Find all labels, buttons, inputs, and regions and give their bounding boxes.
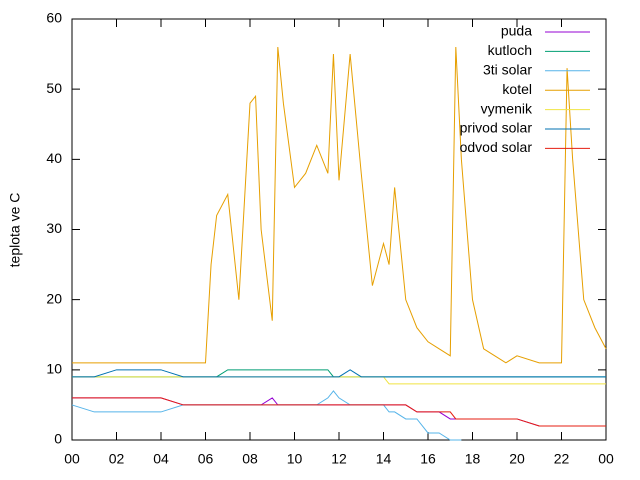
series-line [72,369,606,378]
x-tick-label: 14 [376,451,392,467]
y-tick-label: 50 [46,80,62,96]
x-tick-label: 02 [109,451,125,467]
series-line [72,376,606,385]
legend-label: privod solar [460,120,533,136]
legend-label: odvod solar [460,139,533,155]
series-line [72,369,606,378]
legend-label: kotel [502,81,532,97]
series-line [72,397,606,427]
y-tick-label: 10 [46,361,62,377]
x-tick-label: 08 [242,451,258,467]
x-tick-label: 20 [509,451,525,467]
y-tick-label: 0 [54,431,62,447]
y-tick-label: 60 [46,10,62,26]
x-tick-label: 00 [598,451,614,467]
y-tick-label: 30 [46,220,62,236]
x-tick-label: 06 [198,451,214,467]
legend-label: 3ti solar [483,62,532,78]
legend-label: vymenik [481,100,533,116]
y-axis-label: teplota ve C [7,193,23,268]
x-tick-label: 00 [64,451,80,467]
x-tick-label: 04 [153,451,169,467]
legend-label: kutloch [488,42,532,58]
series-line [72,47,607,364]
x-tick-label: 18 [465,451,481,467]
legend-label: puda [501,23,532,39]
x-tick-label: 16 [420,451,436,467]
x-tick-label: 10 [287,451,303,467]
y-tick-label: 40 [46,150,62,166]
x-tick-label: 22 [554,451,570,467]
y-tick-label: 20 [46,290,62,306]
x-tick-label: 12 [331,451,347,467]
